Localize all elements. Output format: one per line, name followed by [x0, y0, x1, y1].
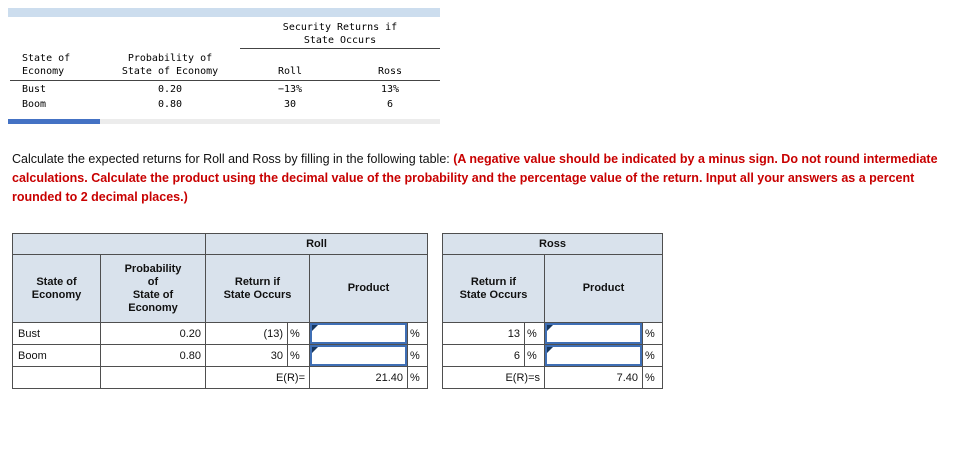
- row-bust: Bust 0.20 (13) % % 13 % %: [12, 322, 663, 345]
- given-header-ross: Ross: [377, 66, 403, 77]
- column-gap: [427, 254, 443, 323]
- prob-cell: 0.80: [100, 344, 206, 367]
- horizontal-scrollbar[interactable]: [8, 119, 440, 124]
- roll-product-input-bust[interactable]: [310, 323, 407, 344]
- prob-cell: 0.20: [100, 322, 206, 345]
- percent-label: %: [407, 322, 428, 345]
- ross-product-cell: [544, 344, 643, 367]
- state-cell: Bust: [12, 322, 101, 345]
- given-prob-cell: 0.20: [157, 84, 183, 95]
- ross-product-input-boom[interactable]: [545, 345, 642, 366]
- roll-er-label: E(R)=: [205, 366, 310, 389]
- roll-product-cell: [309, 322, 408, 345]
- given-ross-cell: 13%: [380, 84, 400, 95]
- column-gap: [427, 322, 443, 345]
- percent-label: %: [642, 322, 663, 345]
- roll-product-header: Product: [309, 254, 428, 323]
- roll-return-value: 30: [205, 344, 288, 367]
- percent-label: %: [287, 322, 310, 345]
- row-boom: Boom 0.80 30 % % 6 % %: [12, 344, 663, 367]
- instruction-normal: Calculate the expected returns for Roll …: [12, 152, 454, 166]
- given-roll-cell: −13%: [277, 84, 303, 95]
- percent-label: %: [642, 366, 663, 389]
- answer-table: Roll Ross State of Economy Probability o…: [12, 233, 663, 389]
- prob-header: Probability of State of Economy: [100, 254, 206, 323]
- column-gap: [427, 233, 443, 255]
- percent-label: %: [524, 344, 545, 367]
- header-spacer: [12, 233, 206, 255]
- instruction-text: Calculate the expected returns for Roll …: [12, 150, 942, 207]
- ross-product-input-bust[interactable]: [545, 323, 642, 344]
- page: Security Returns if State Occurs State o…: [0, 8, 977, 389]
- column-header-row: State of Economy Probability of State of…: [12, 254, 663, 323]
- ross-return-header: Return if State Occurs: [442, 254, 545, 323]
- given-table-header-row: State of Economy Probability of State of…: [10, 49, 440, 81]
- given-prob-cell: 0.80: [157, 99, 183, 110]
- given-roll-cell: 30: [283, 99, 297, 110]
- roll-product-cell: [309, 344, 408, 367]
- empty-prob-cell: [100, 366, 206, 389]
- roll-product-input-boom[interactable]: [310, 345, 407, 366]
- ross-group-header: Ross: [442, 233, 663, 255]
- given-row-boom: Boom 0.80 30 6: [10, 96, 440, 111]
- roll-group-header: Roll: [205, 233, 428, 255]
- state-cell: Boom: [12, 344, 101, 367]
- group-header-row: Roll Ross: [12, 233, 663, 255]
- ross-product-cell: [544, 322, 643, 345]
- state-header: State of Economy: [12, 254, 101, 323]
- given-table-title: Security Returns if State Occurs: [240, 21, 440, 49]
- ross-er-label: E(R)=s: [442, 366, 545, 389]
- empty-state-cell: [12, 366, 101, 389]
- percent-label: %: [524, 322, 545, 345]
- scrollbar-thumb[interactable]: [8, 119, 100, 124]
- given-header-roll: Roll: [277, 66, 303, 77]
- row-expected-return: E(R)= 21.40 % E(R)=s 7.40 %: [12, 366, 663, 389]
- instruction-emphasis: (A negative value should be indicated by…: [12, 152, 938, 204]
- partial-row-shade: [8, 8, 440, 17]
- ross-product-header: Product: [544, 254, 663, 323]
- percent-label: %: [407, 344, 428, 367]
- given-data-panel: Security Returns if State Occurs State o…: [0, 8, 977, 124]
- given-header-state: State of Economy: [22, 53, 71, 77]
- roll-return-header: Return if State Occurs: [205, 254, 310, 323]
- ross-return-value: 6: [442, 344, 525, 367]
- column-gap: [427, 366, 443, 389]
- percent-label: %: [287, 344, 310, 367]
- given-ross-cell: 6: [386, 99, 394, 110]
- column-gap: [427, 344, 443, 367]
- given-data-table: Security Returns if State Occurs State o…: [10, 21, 440, 111]
- ross-er-value[interactable]: 7.40: [544, 366, 643, 389]
- given-header-probability: Probability of State of Economy: [121, 53, 219, 77]
- percent-label: %: [642, 344, 663, 367]
- given-state-cell: Bust: [22, 84, 47, 95]
- given-state-cell: Boom: [22, 99, 47, 110]
- ross-return-value: 13: [442, 322, 525, 345]
- roll-return-value: (13): [205, 322, 288, 345]
- roll-er-value[interactable]: 21.40: [309, 366, 408, 389]
- percent-label: %: [407, 366, 428, 389]
- given-row-bust: Bust 0.20 −13% 13%: [10, 81, 440, 96]
